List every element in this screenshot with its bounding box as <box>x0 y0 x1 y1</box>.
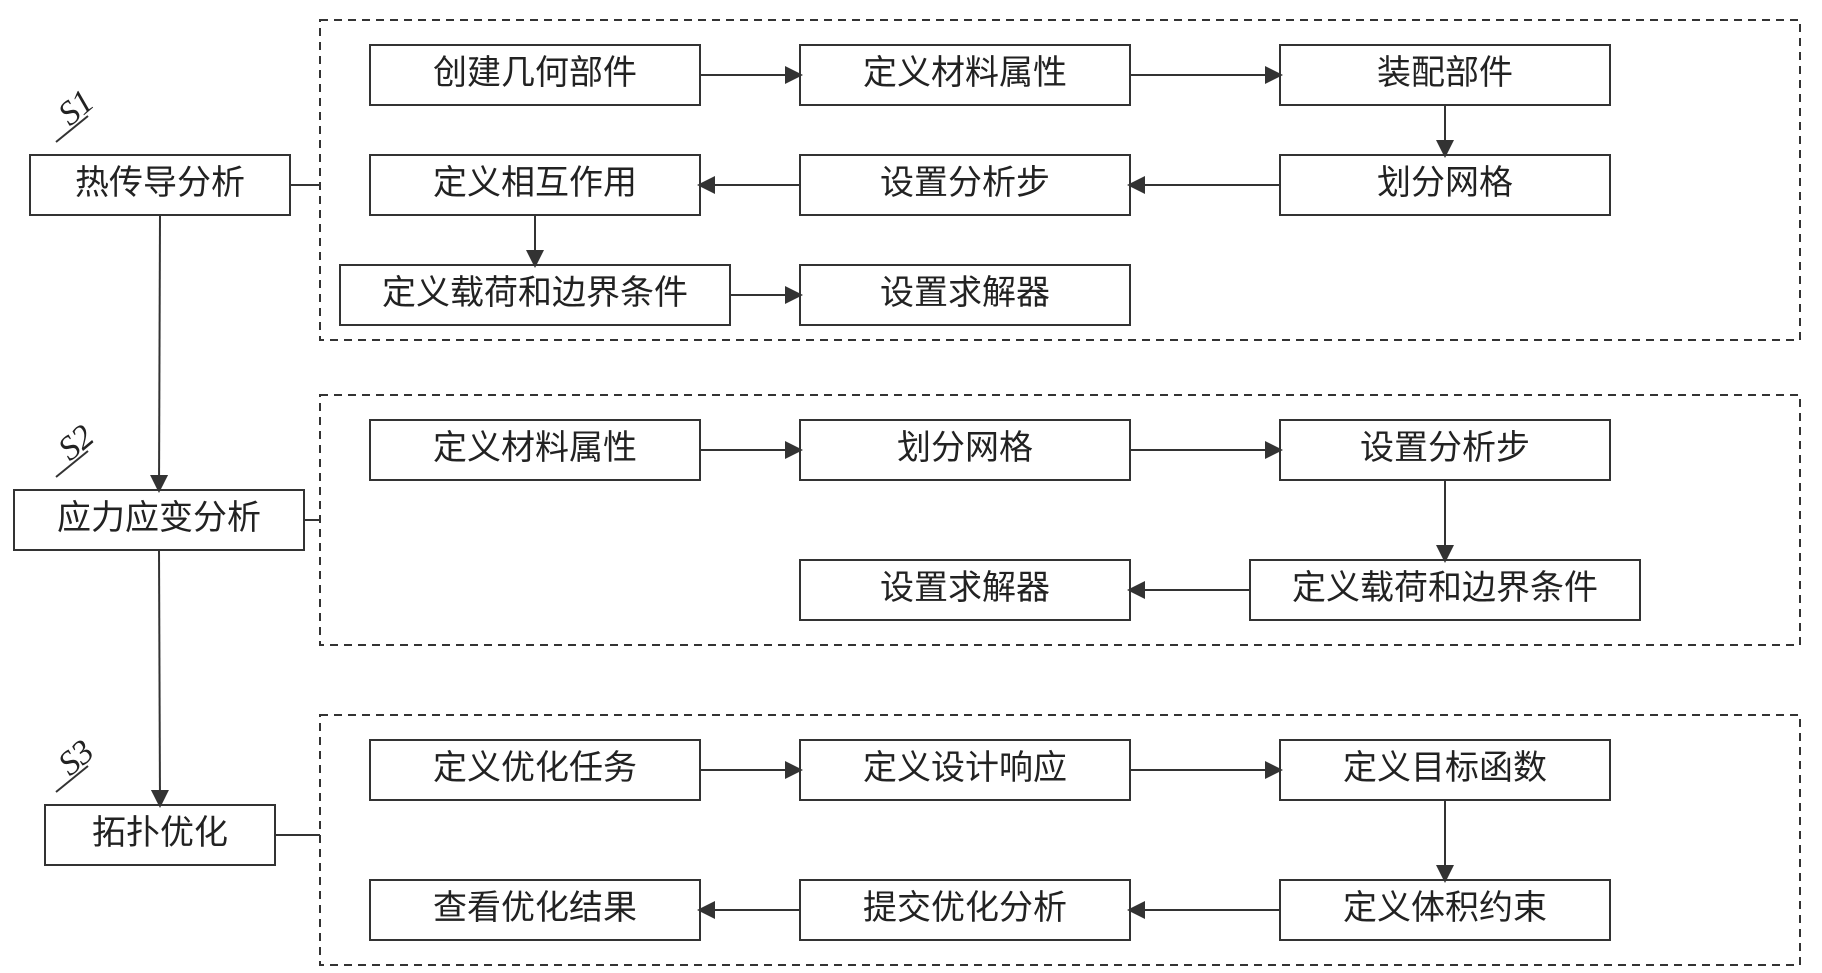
g3r2c1-label: 查看优化结果 <box>433 889 637 927</box>
g1r1c1-label: 创建几何部件 <box>433 54 637 92</box>
flowchart-diagram: 创建几何部件定义材料属性装配部件定义相互作用设置分析步划分网格定义载荷和边界条件… <box>0 0 1822 973</box>
g1r1c3-label: 装配部件 <box>1377 54 1513 92</box>
g2r1c3-label: 设置分析步 <box>1360 429 1530 467</box>
g3r2c3-label: 定义体积约束 <box>1343 889 1547 927</box>
g2r2c3-label: 定义载荷和边界条件 <box>1292 569 1598 607</box>
g3r2c2-label: 提交优化分析 <box>863 889 1067 927</box>
stage-box-s1-label: 热传导分析 <box>75 164 245 202</box>
g1r1c2-label: 定义材料属性 <box>863 54 1067 92</box>
g2r1c2-label: 划分网格 <box>897 429 1033 467</box>
stage-arrow-s2-s3 <box>159 550 160 805</box>
g1r2c3-label: 划分网格 <box>1377 164 1513 202</box>
g1r2c1-label: 定义相互作用 <box>433 164 637 202</box>
g3r1c1-label: 定义优化任务 <box>433 749 637 787</box>
g3r1c2-label: 定义设计响应 <box>863 749 1067 787</box>
g3r1c3-label: 定义目标函数 <box>1343 749 1547 787</box>
g2r1c1-label: 定义材料属性 <box>433 429 637 467</box>
g1r3c2-label: 设置求解器 <box>880 274 1050 312</box>
g2r2c2-label: 设置求解器 <box>880 569 1050 607</box>
stage-arrow-s1-s2 <box>159 215 160 490</box>
g1r3c1-label: 定义载荷和边界条件 <box>382 274 688 312</box>
g1r2c2-label: 设置分析步 <box>880 164 1050 202</box>
stage-box-s2-label: 应力应变分析 <box>57 499 261 537</box>
stage-box-s3-label: 拓扑优化 <box>92 814 228 852</box>
